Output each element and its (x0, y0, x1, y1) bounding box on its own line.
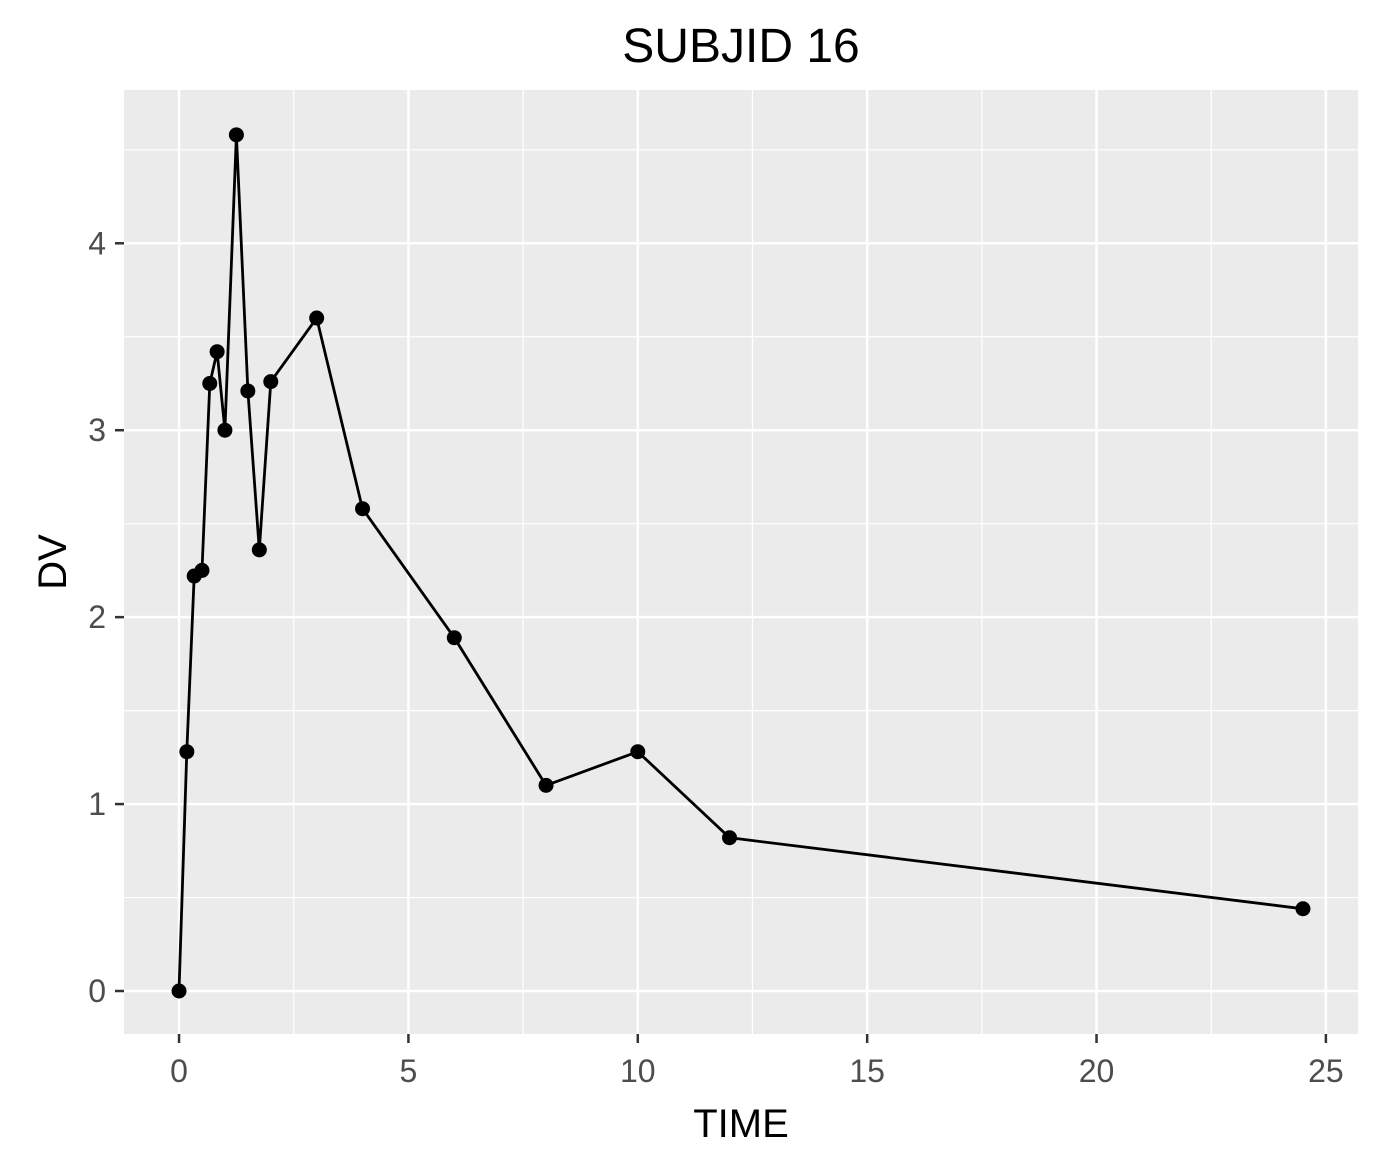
plot-panel (124, 90, 1358, 1034)
data-points (171, 127, 1311, 999)
data-point (538, 777, 554, 793)
data-point (217, 422, 233, 438)
chart-title: SUBJID 16 (622, 20, 859, 73)
data-point (202, 375, 218, 391)
x-axis-ticks: 0 5 10 15 20 25 (170, 1034, 1344, 1089)
major-gridlines (124, 90, 1358, 1034)
data-point (251, 542, 267, 558)
data-point (171, 983, 187, 999)
data-point (209, 344, 225, 360)
data-point (355, 501, 371, 517)
y-tick-label: 2 (88, 599, 106, 635)
x-tick-label: 0 (170, 1053, 188, 1089)
data-point (263, 374, 279, 390)
data-point (1295, 901, 1311, 917)
data-point (194, 562, 210, 578)
y-tick-label: 1 (88, 786, 106, 822)
y-axis-title: DV (31, 534, 75, 590)
minor-gridlines (124, 90, 1358, 1034)
x-axis-title: TIME (693, 1102, 789, 1146)
x-tick-label: 25 (1308, 1053, 1344, 1089)
x-tick-label: 10 (620, 1053, 656, 1089)
x-tick-label: 20 (1079, 1053, 1115, 1089)
y-tick-label: 3 (88, 412, 106, 448)
data-point (228, 127, 244, 143)
y-tick-label: 0 (88, 973, 106, 1009)
data-point (240, 383, 256, 399)
data-point (446, 630, 462, 646)
x-tick-label: 15 (849, 1053, 885, 1089)
y-tick-label: 4 (88, 225, 106, 261)
data-point (179, 744, 195, 760)
data-point (722, 830, 738, 846)
y-axis-ticks: 0 1 2 3 4 (88, 225, 124, 1009)
data-point (309, 310, 325, 326)
data-point (630, 744, 646, 760)
x-tick-label: 5 (400, 1053, 418, 1089)
